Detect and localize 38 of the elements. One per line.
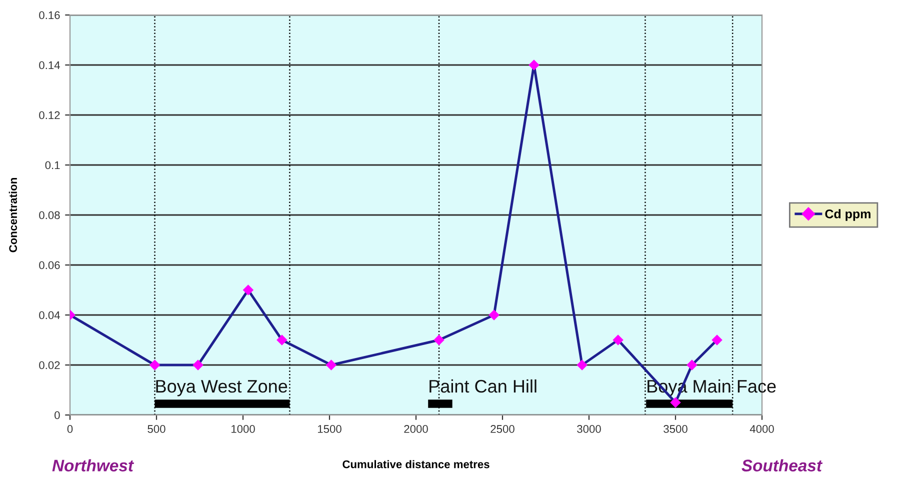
y-tick-label: 0.1 xyxy=(45,161,60,170)
x-tick-label: 0 xyxy=(67,425,73,433)
point xyxy=(612,334,624,346)
x-tick-label: 2000 xyxy=(404,425,428,433)
y-tick-label: 0.04 xyxy=(39,311,60,320)
annotation: Paint Can Hill xyxy=(430,379,536,393)
point xyxy=(242,284,254,296)
y-axis-title: Concentration xyxy=(8,178,18,252)
x-tick-label: 4000 xyxy=(750,425,774,433)
x-tick-label: 3500 xyxy=(664,425,688,433)
y-tick-label: 0.08 xyxy=(39,211,60,220)
point xyxy=(670,397,681,408)
y-tick-label: 0.06 xyxy=(39,261,60,270)
annotation: Boya West Zone xyxy=(156,380,288,396)
point xyxy=(149,360,160,370)
point xyxy=(576,360,588,370)
point xyxy=(276,334,288,346)
point xyxy=(488,310,500,320)
x-tick-label: 1500 xyxy=(318,425,342,433)
y-tick-label: 0 xyxy=(54,411,60,420)
x-tick-label: 1000 xyxy=(231,425,255,433)
y-tick-label: 0.16 xyxy=(39,11,60,20)
point xyxy=(434,334,444,346)
point xyxy=(712,334,722,346)
x-tick-label: 3000 xyxy=(577,425,601,433)
point xyxy=(192,360,204,370)
y-tick-label: 0.14 xyxy=(39,61,60,70)
x-tick-label: 500 xyxy=(148,425,166,433)
y-tick-label: 0.02 xyxy=(39,361,60,370)
x-tick-label: 2500 xyxy=(490,425,514,433)
point xyxy=(326,360,337,370)
point xyxy=(686,360,698,370)
point xyxy=(528,60,540,70)
legend-label: Cd ppm xyxy=(825,209,870,221)
x-axis-title: Cumulative distance metres xyxy=(342,460,490,468)
text: Southeast xyxy=(742,459,823,472)
y-tick-label: 0.12 xyxy=(39,111,60,120)
text: Northwest xyxy=(52,459,134,472)
